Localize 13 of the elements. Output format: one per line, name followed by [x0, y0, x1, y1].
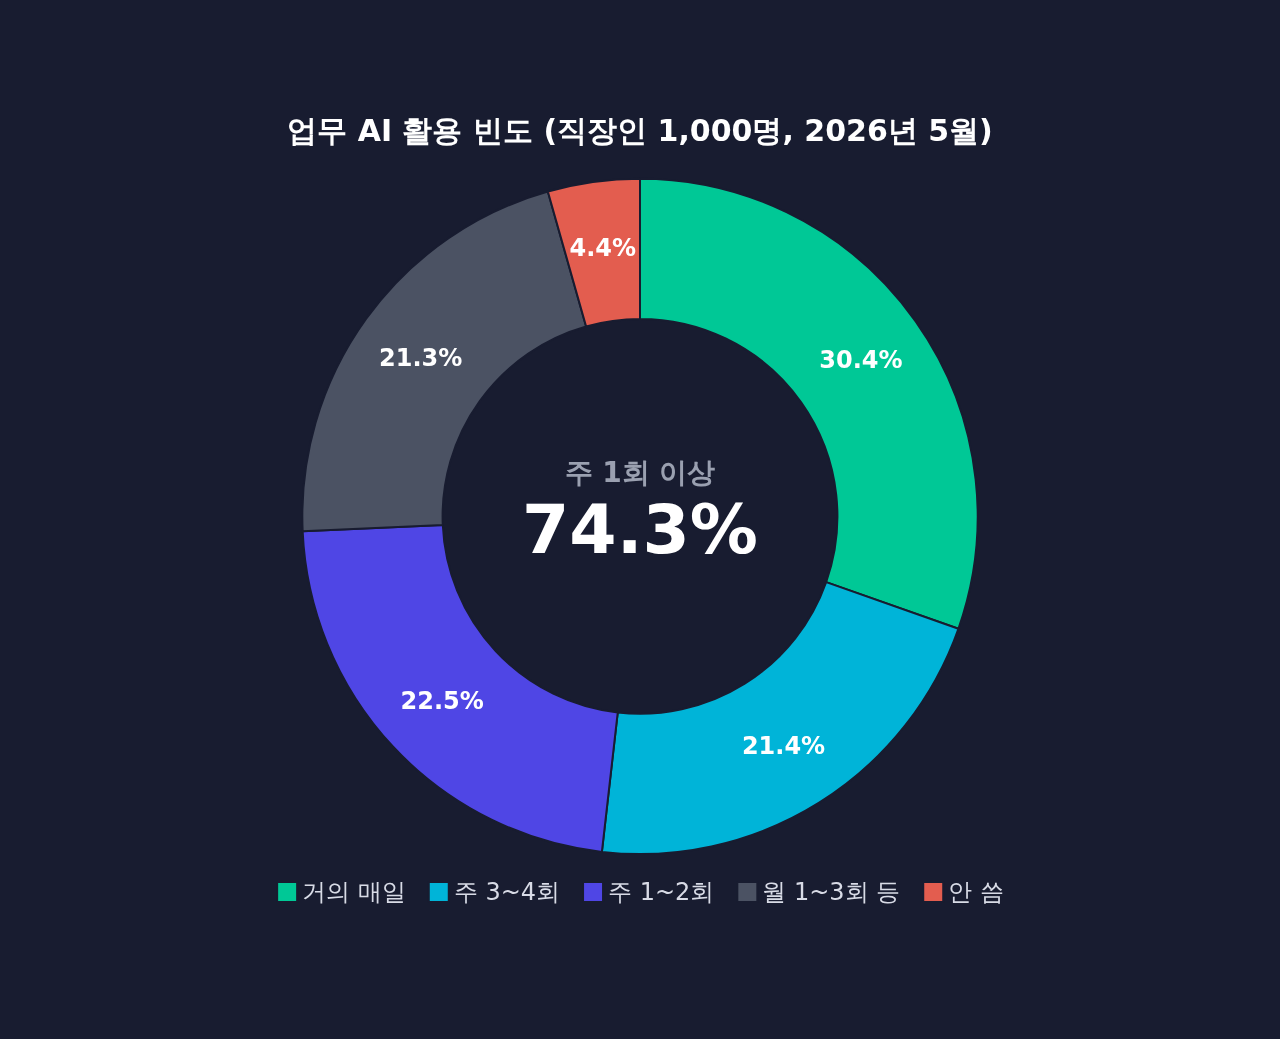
- text: 74.3%: [522, 489, 758, 569]
- text: 주 1회 이상: [564, 455, 716, 489]
- legend-label: 거의 매일: [302, 878, 406, 906]
- legend-label: 주 1~2회: [608, 878, 715, 906]
- data-label: 21.4%: [741, 731, 826, 760]
- legend-label: 월 1~3회 등: [762, 878, 901, 906]
- legend-label: 안 씀: [948, 878, 1004, 906]
- chart-title: 업무 AI 활용 빈도 (직장인 1,000명, 2026년 5월): [287, 112, 993, 148]
- legend-label: 주 3~4회: [453, 878, 561, 906]
- data-label: 21.3%: [379, 344, 463, 373]
- data-label: 4.4%: [569, 234, 636, 263]
- data-label: 30.4%: [819, 346, 903, 375]
- data-label: 22.5%: [400, 686, 484, 715]
